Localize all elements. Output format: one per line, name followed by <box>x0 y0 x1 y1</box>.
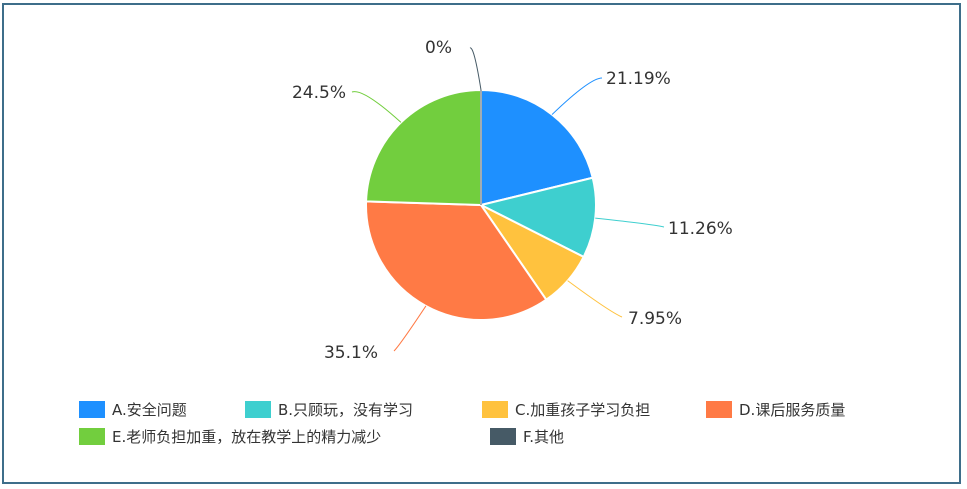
legend-label: E.老师负担加重，放在教学上的精力减少 <box>112 428 381 446</box>
leader-line-a <box>551 77 603 115</box>
legend-item-a[interactable]: A.安全问题 <box>79 401 187 419</box>
leader-lines <box>351 47 665 352</box>
data-label-f: 0% <box>425 38 452 58</box>
data-label-d: 35.1% <box>324 343 378 363</box>
legend-swatch <box>482 401 508 418</box>
slice-a[interactable] <box>480 88 594 207</box>
data-label-b: 11.26% <box>668 219 733 239</box>
legend-swatch <box>79 428 105 445</box>
legend-label: C.加重孩子学习负担 <box>515 401 650 419</box>
legend-item-f[interactable]: F.其他 <box>490 428 564 446</box>
legend-swatch <box>490 428 516 445</box>
legend-label: B.只顾玩，没有学习 <box>278 401 413 419</box>
legend: A.安全问题 B.只顾玩，没有学习 C.加重孩子学习负担 D.课后服务质量 E.老师负担… <box>79 401 845 446</box>
legend-swatch <box>245 401 271 418</box>
leader-line-f <box>469 47 482 91</box>
legend-item-c[interactable]: C.加重孩子学习负担 <box>482 401 650 419</box>
leader-line-e <box>351 91 402 123</box>
data-label-e: 24.5% <box>292 83 346 103</box>
legend-label: D.课后服务质量 <box>739 401 845 419</box>
slice-d[interactable] <box>365 200 548 322</box>
data-label-c: 7.95% <box>628 309 682 329</box>
data-labels: 21.19% 11.26% 7.95% 35.1% 24.5% 0% <box>292 38 733 363</box>
leader-line-c <box>567 280 623 318</box>
legend-item-d[interactable]: D.课后服务质量 <box>706 401 845 419</box>
legend-item-b[interactable]: B.只顾玩，没有学习 <box>245 401 413 419</box>
legend-swatch <box>79 401 105 418</box>
leader-line-d <box>393 305 427 352</box>
legend-item-e[interactable]: E.老师负担加重，放在教学上的精力减少 <box>79 428 381 446</box>
legend-label: F.其他 <box>523 428 564 446</box>
legend-swatch <box>706 401 732 418</box>
leader-line-b <box>595 217 665 228</box>
pie-slices <box>365 88 597 322</box>
data-label-a: 21.19% <box>606 69 671 89</box>
legend-label: A.安全问题 <box>112 401 187 419</box>
